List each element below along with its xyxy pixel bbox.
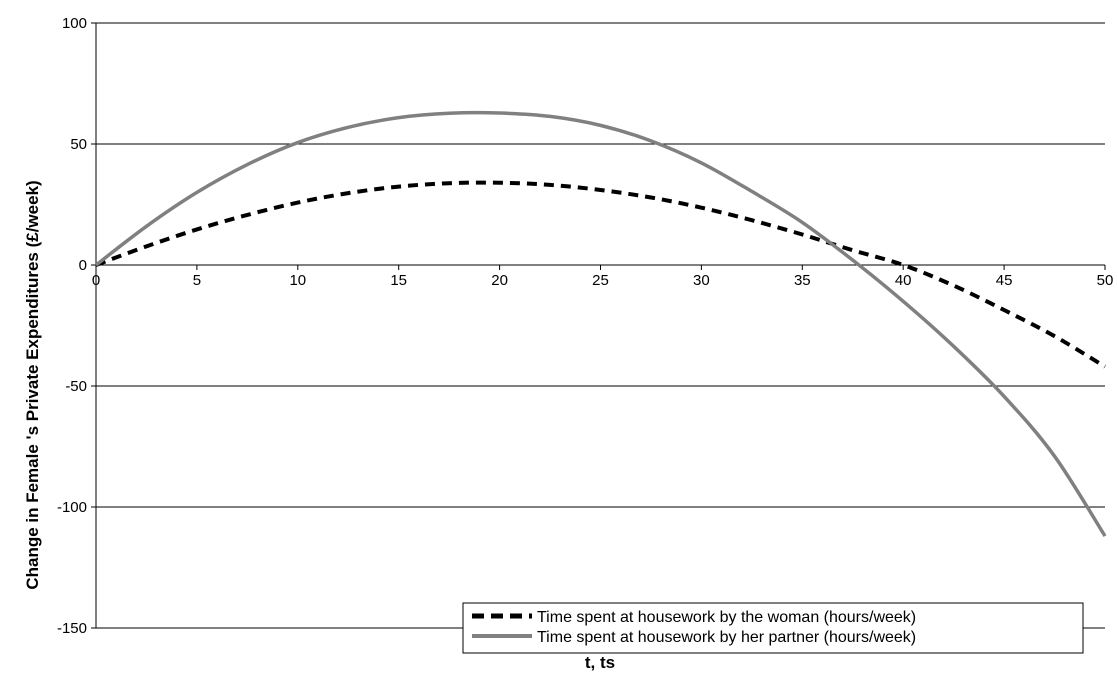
gridlines xyxy=(96,22,1105,629)
x-tick-label: 45 xyxy=(996,272,1013,289)
x-tick-label: 50 xyxy=(1097,272,1114,289)
y-tick-label: -100 xyxy=(57,499,87,516)
legend-label-partner: Time spent at housework by her partner (… xyxy=(537,629,916,646)
x-tick-label: 25 xyxy=(592,272,609,289)
y-tick-label: 0 xyxy=(79,257,87,274)
axes xyxy=(91,22,1106,629)
x-tick-label: 5 xyxy=(193,272,201,289)
x-tick-label: 30 xyxy=(693,272,710,289)
legend-label-woman: Time spent at housework by the woman (ho… xyxy=(537,609,916,626)
y-axis-title: Change in Female 's Private Expenditures… xyxy=(23,180,42,589)
x-tick-label: 40 xyxy=(895,272,912,289)
series-lines xyxy=(94,110,1107,537)
x-tick-label: 35 xyxy=(794,272,811,289)
series-line-partner xyxy=(94,110,1107,537)
tick-labels: -150 -100 -50 0 50 100 0 5 10 15 20 25 30 35 40 45 50 xyxy=(57,15,1113,637)
x-tick-label: 15 xyxy=(390,272,407,289)
legend: Time spent at housework by the woman (ho… xyxy=(462,602,1084,654)
y-tick-label: -50 xyxy=(65,378,87,395)
x-axis-title: t, ts xyxy=(585,653,615,672)
x-tick-label: 10 xyxy=(289,272,306,289)
y-tick-label: -150 xyxy=(57,620,87,637)
y-tick-label: 100 xyxy=(62,15,87,32)
y-tick-label: 50 xyxy=(70,136,87,153)
x-tick-label: 20 xyxy=(491,272,508,289)
series-line-woman xyxy=(95,180,1107,369)
legend-box xyxy=(462,602,1084,654)
x-tick-label: 0 xyxy=(92,272,100,289)
